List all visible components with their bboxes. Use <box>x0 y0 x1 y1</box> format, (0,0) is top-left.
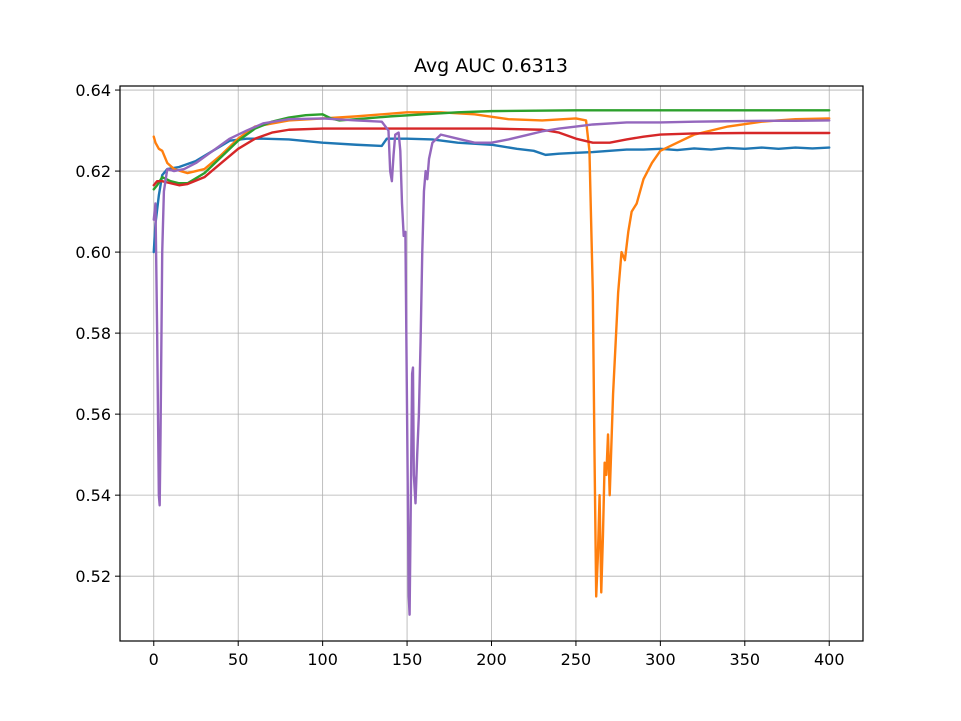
y-tick-label: 0.52 <box>75 567 111 586</box>
y-tick-label: 0.54 <box>75 486 111 505</box>
x-tick-label: 0 <box>149 650 159 669</box>
x-tick-label: 50 <box>228 650 248 669</box>
x-tick-label: 350 <box>730 650 761 669</box>
series-layer <box>152 109 831 616</box>
series-line-4 <box>152 127 831 187</box>
y-axis: 0.52 0.54 0.56 0.58 0.60 0.62 0.64 <box>75 81 120 586</box>
chart-title: Avg AUC 0.6313 <box>414 55 568 77</box>
y-tick-label: 0.62 <box>75 162 111 181</box>
y-tick-label: 0.56 <box>75 405 111 424</box>
x-tick-label: 200 <box>476 650 507 669</box>
series-line-3 <box>152 109 831 191</box>
x-tick-label: 400 <box>814 650 845 669</box>
series-line-2 <box>152 111 831 598</box>
series-line-5 <box>152 117 831 616</box>
grid-lines <box>120 86 863 641</box>
x-tick-label: 150 <box>392 650 423 669</box>
y-tick-label: 0.58 <box>75 324 111 343</box>
x-axis: 0 50 100 150 200 250 300 350 400 <box>149 641 845 669</box>
y-tick-label: 0.64 <box>75 81 111 100</box>
x-tick-label: 100 <box>307 650 338 669</box>
x-tick-label: 250 <box>561 650 592 669</box>
y-tick-label: 0.60 <box>75 243 111 262</box>
x-tick-label: 300 <box>645 650 676 669</box>
